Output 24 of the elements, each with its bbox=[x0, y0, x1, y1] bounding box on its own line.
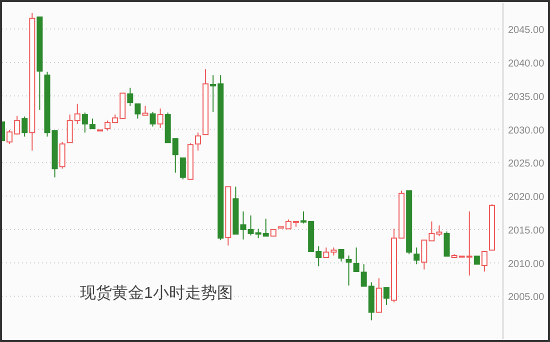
candlestick bbox=[346, 255, 352, 286]
y-tick-label: 2010.00 bbox=[508, 258, 545, 270]
candlestick bbox=[59, 141, 66, 170]
y-tick-label: 2040.00 bbox=[508, 58, 545, 70]
y-tick-label: 2045.00 bbox=[508, 25, 545, 36]
candlestick bbox=[22, 116, 28, 138]
candlestick bbox=[150, 111, 156, 128]
y-tick-label: 2020.00 bbox=[508, 192, 545, 204]
text: 现货黄金1小时走势图 bbox=[80, 284, 233, 302]
candlestick bbox=[142, 105, 148, 116]
candlestick bbox=[127, 87, 134, 106]
candlestick bbox=[481, 250, 488, 272]
y-tick-label: 2035.00 bbox=[508, 92, 545, 103]
candlestick bbox=[134, 103, 141, 120]
y-tick-label: 2015.00 bbox=[508, 225, 545, 236]
y-tick-label: 2025.00 bbox=[508, 158, 545, 170]
y-tick-label: 2030.00 bbox=[508, 125, 545, 136]
candlestick bbox=[338, 248, 344, 262]
candlestick bbox=[157, 108, 164, 128]
candlestick bbox=[383, 287, 390, 306]
candlestick bbox=[414, 246, 420, 265]
candlestick bbox=[180, 157, 186, 180]
y-tick-label: 2005.00 bbox=[508, 292, 545, 304]
candlestick bbox=[444, 230, 450, 257]
